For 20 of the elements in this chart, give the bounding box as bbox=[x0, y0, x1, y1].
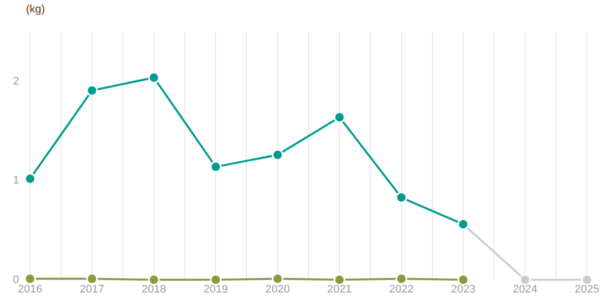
x-tick-label: 2024 bbox=[512, 283, 538, 296]
y-axis-title: (kg) bbox=[26, 4, 45, 16]
x-tick-label: 2020 bbox=[265, 283, 290, 296]
x-tick-label: 2025 bbox=[574, 283, 600, 296]
y-tick-label: 2 bbox=[12, 76, 20, 88]
x-tick-label: 2022 bbox=[389, 283, 414, 296]
x-tick-label: 2016 bbox=[18, 283, 42, 296]
x-tick-label: 2018 bbox=[142, 283, 166, 296]
point bbox=[334, 111, 346, 123]
x-tick-label: 2021 bbox=[327, 283, 352, 296]
point bbox=[148, 72, 160, 84]
x-tick-label: 2023 bbox=[451, 283, 476, 296]
y-tick-label: 1 bbox=[12, 174, 20, 187]
y-tick-label: 0 bbox=[12, 274, 20, 286]
point bbox=[396, 192, 408, 204]
point bbox=[272, 149, 284, 161]
point bbox=[24, 172, 36, 184]
point bbox=[86, 84, 98, 96]
x-tick-label: 2017 bbox=[80, 283, 104, 296]
x-tick-label: 2019 bbox=[204, 283, 228, 296]
